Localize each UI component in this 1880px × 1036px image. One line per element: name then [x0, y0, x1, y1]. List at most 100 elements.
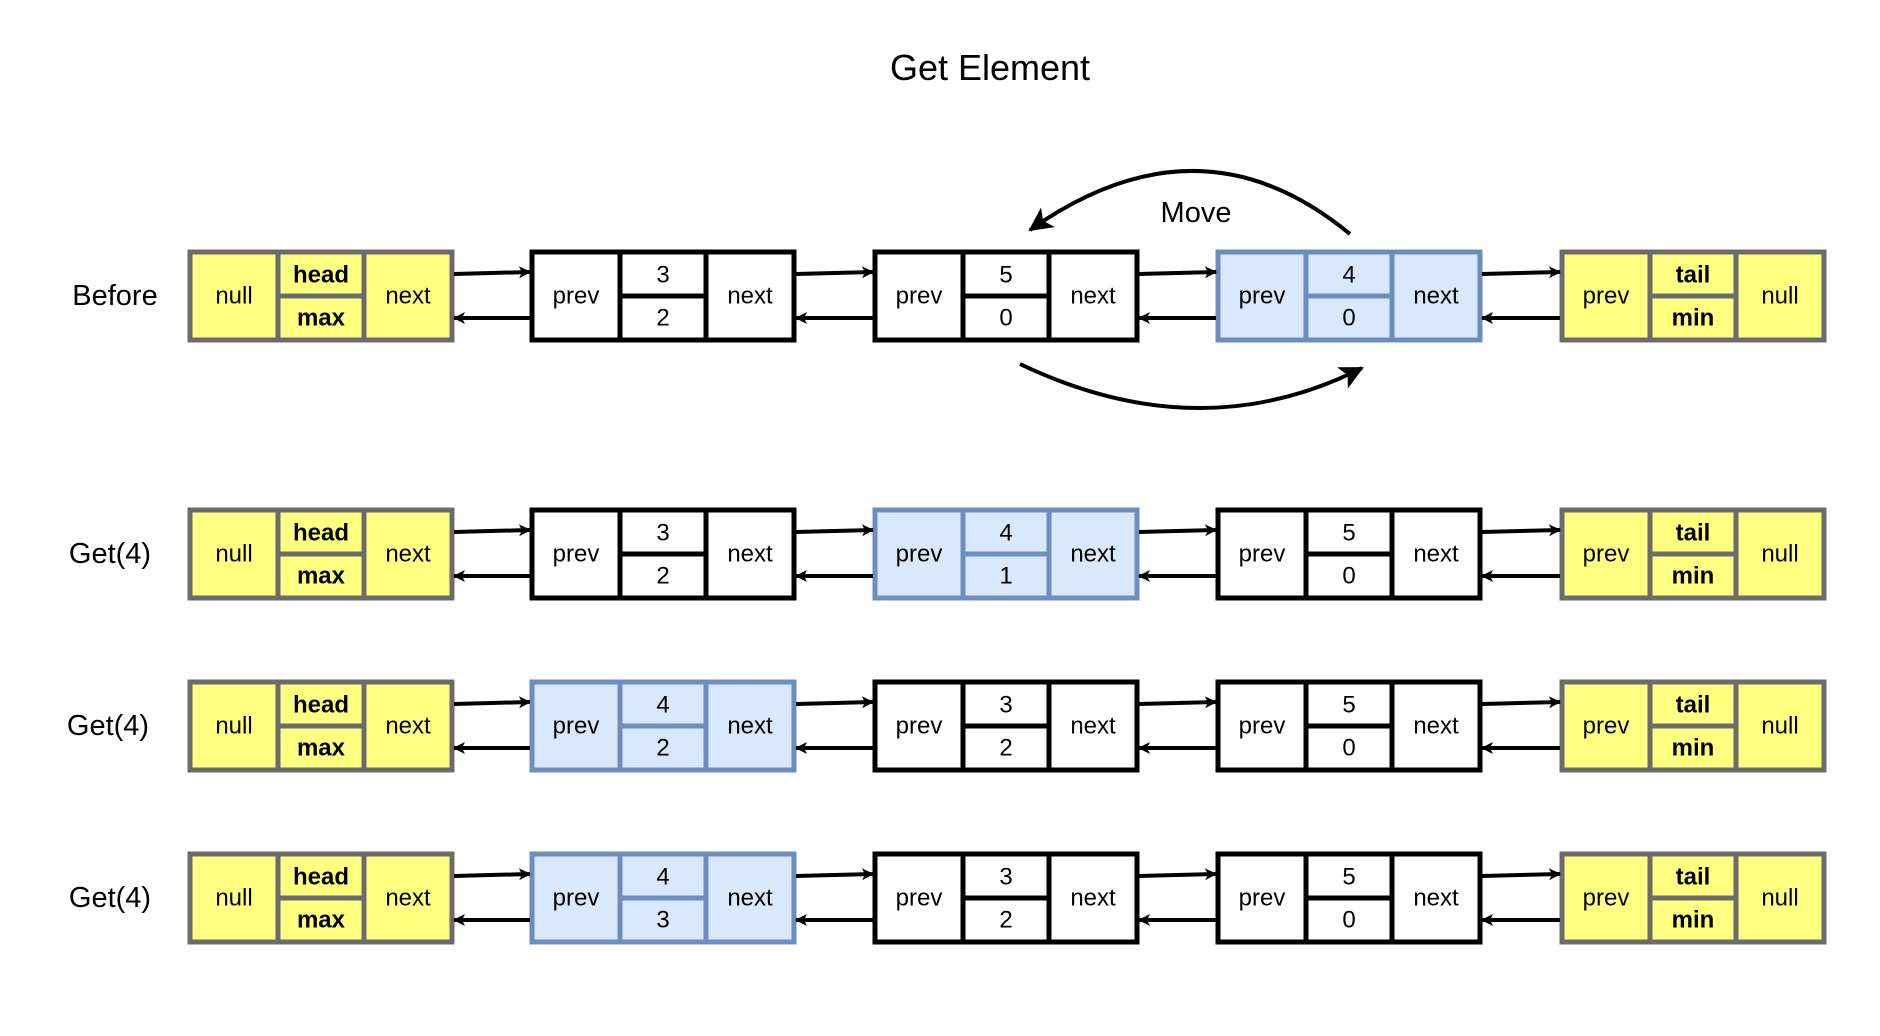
- tail-sentinel-right-field: null: [1761, 713, 1798, 740]
- tail-sentinel: prev tail min null: [1559, 249, 1827, 343]
- head-sentinel-left-field: null: [215, 283, 252, 310]
- head-sentinel-top-field: head: [293, 261, 349, 288]
- list-node-2-right-field: next: [1070, 713, 1116, 740]
- row-1-next-arrow-3: [1138, 266, 1217, 279]
- list-node-3-top-field: 5: [1342, 691, 1355, 718]
- list-node-3-bottom-field: 0: [1342, 563, 1355, 590]
- row-2-next-arrow-1: [453, 524, 531, 537]
- list-node-2-frame: [872, 851, 1140, 945]
- head-sentinel-left-field: null: [215, 713, 252, 740]
- list-node-2-left-field: prev: [896, 713, 943, 740]
- list-node-3-bottom-field: 0: [1342, 907, 1355, 934]
- list-node-1: prev 4 2 next: [529, 679, 797, 773]
- list-node-1: prev 4 3 next: [529, 851, 797, 945]
- list-node-3: prev 5 0 next: [1215, 507, 1483, 601]
- row-3-next-arrow-2: [795, 696, 874, 709]
- tail-sentinel-top-field: tail: [1676, 691, 1711, 718]
- list-node-1: prev 3 2 next: [529, 507, 797, 601]
- row-3-next-arrow-4: [1481, 696, 1561, 709]
- list-node-1-left-field: prev: [553, 885, 600, 912]
- list-node-2: prev 4 1 next: [872, 507, 1140, 601]
- row-4-next-arrow-1: [453, 868, 531, 881]
- row-2: Get(4) null head max next prev 3 2 next prev 4 1 nex…: [69, 507, 1827, 601]
- row-1-next-arrow-1: [453, 266, 531, 279]
- list-node-2-left-field: prev: [896, 541, 943, 568]
- list-node-2-left-field: prev: [896, 885, 943, 912]
- list-node-1-top-field: 4: [656, 691, 669, 718]
- list-node-3: prev 5 0 next: [1215, 851, 1483, 945]
- list-node-3-left-field: prev: [1239, 541, 1286, 568]
- list-node-3-top-field: 5: [1342, 519, 1355, 546]
- list-node-3-top-field: 5: [1342, 863, 1355, 890]
- move-arrow-top: [1028, 169, 1352, 236]
- list-node-2: prev 3 2 next: [872, 851, 1140, 945]
- move-label: Move: [1161, 197, 1232, 229]
- tail-sentinel-bottom-field: min: [1672, 735, 1715, 762]
- head-sentinel-bottom-field: max: [297, 907, 346, 934]
- list-node-1-right-field: next: [727, 541, 773, 568]
- head-sentinel-right-field: next: [385, 541, 431, 568]
- tail-sentinel: prev tail min null: [1559, 679, 1827, 773]
- row-2-next-arrow-4: [1481, 524, 1561, 537]
- tail-sentinel-top-field: tail: [1676, 863, 1711, 890]
- tail-sentinel-right-field: null: [1761, 541, 1798, 568]
- head-sentinel-top-field: head: [293, 863, 349, 890]
- list-node-3-bottom-field: 0: [1342, 305, 1355, 332]
- head-sentinel-right-field: next: [385, 885, 431, 912]
- list-node-2-bottom-field: 0: [999, 305, 1012, 332]
- row-3: Get(4) null head max next prev 4 2 next prev 3 2 nex…: [67, 679, 1827, 773]
- head-sentinel-bottom-field: max: [297, 563, 346, 590]
- list-node-1-left-field: prev: [553, 541, 600, 568]
- list-node-2-bottom-field: 2: [999, 907, 1012, 934]
- row-4-next-arrow-4: [1481, 868, 1561, 881]
- row-1-next-arrow-4: [1481, 266, 1561, 279]
- row-2-next-arrow-3: [1138, 524, 1217, 537]
- list-node-1-bottom-field: 2: [656, 563, 669, 590]
- list-node-1-top-field: 4: [656, 863, 669, 890]
- head-sentinel-left-field: null: [215, 541, 252, 568]
- list-node-2-right-field: next: [1070, 885, 1116, 912]
- tail-sentinel-bottom-field: min: [1672, 907, 1715, 934]
- head-sentinel: null head max next: [187, 507, 455, 601]
- row-label: Get(4): [69, 538, 151, 570]
- tail-sentinel-left-field: prev: [1583, 885, 1630, 912]
- list-node-1-right-field: next: [727, 713, 773, 740]
- row-label: Get(4): [69, 882, 151, 914]
- list-node-1-left-field: prev: [553, 713, 600, 740]
- list-node-3-right-field: next: [1413, 885, 1459, 912]
- list-node-1-left-field: prev: [553, 283, 600, 310]
- row-3-next-arrow-3: [1138, 696, 1217, 709]
- list-node-3-left-field: prev: [1239, 885, 1286, 912]
- list-node-2-top-field: 3: [999, 863, 1012, 890]
- head-sentinel-top-field: head: [293, 519, 349, 546]
- tail-sentinel-left-field: prev: [1583, 541, 1630, 568]
- list-node-2-right-field: next: [1070, 541, 1116, 568]
- head-sentinel-right-field: next: [385, 713, 431, 740]
- move-annotation: Move: [1019, 169, 1364, 410]
- tail-sentinel-right-field: null: [1761, 885, 1798, 912]
- tail-sentinel-right-field: null: [1761, 283, 1798, 310]
- list-node-1-top-field: 3: [656, 519, 669, 546]
- move-arrow-bottom: [1019, 362, 1364, 410]
- row-label: Get(4): [67, 710, 149, 742]
- list-node-1: prev 3 2 next: [529, 249, 797, 343]
- list-node-3-bottom-field: 0: [1342, 735, 1355, 762]
- head-sentinel: null head max next: [187, 679, 455, 773]
- tail-sentinel: prev tail min null: [1559, 851, 1827, 945]
- list-node-3-right-field: next: [1413, 283, 1459, 310]
- head-sentinel-bottom-field: max: [297, 305, 346, 332]
- head-sentinel-left-field: null: [215, 885, 252, 912]
- list-node-3: prev 4 0 next: [1215, 249, 1483, 343]
- tail-sentinel-bottom-field: min: [1672, 563, 1715, 590]
- list-node-2-right-field: next: [1070, 283, 1116, 310]
- list-node-2-top-field: 5: [999, 261, 1012, 288]
- list-node-1-bottom-field: 2: [656, 305, 669, 332]
- list-node-2: prev 3 2 next: [872, 679, 1140, 773]
- rows-layer: Before null head max next prev 3 2 next prev 5 0 nex…: [67, 249, 1827, 945]
- list-node-1-right-field: next: [727, 885, 773, 912]
- tail-sentinel-left-field: prev: [1583, 713, 1630, 740]
- list-node-3: prev 5 0 next: [1215, 679, 1483, 773]
- list-node-3-right-field: next: [1413, 713, 1459, 740]
- head-sentinel-bottom-field: max: [297, 735, 346, 762]
